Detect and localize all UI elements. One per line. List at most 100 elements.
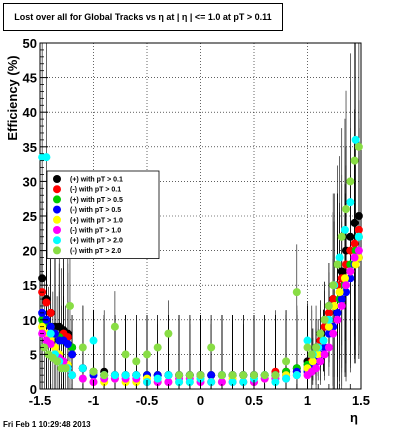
data-point [42,298,51,307]
data-point [316,329,325,338]
data-point [337,295,346,304]
data-point [292,288,301,297]
legend: (+) with pT > 0.1 (-) with pT > 0.1 (+) wi… [46,170,160,259]
data-point [175,371,184,380]
data-point [185,378,194,387]
y-tick-label: 15 [23,278,37,293]
data-point [110,322,119,331]
timestamp: Fri Feb 1 10:29:48 2013 [3,420,91,429]
data-point [271,371,280,380]
data-point [196,371,205,380]
data-point [63,340,72,349]
data-point [346,198,355,207]
data-point [351,135,360,144]
y-tick-label: 45 [23,71,37,86]
data-point [100,371,109,380]
data-point [40,343,49,352]
data-point [354,212,363,220]
data-point [89,367,98,376]
data-point [333,315,342,324]
data-point [46,329,55,338]
data-point [337,267,346,276]
data-point [333,308,342,317]
legend-entry: (-) with pT > 0.1 [70,187,121,194]
data-point [335,288,344,297]
data-point [292,371,301,380]
data-point [228,371,237,380]
data-point [260,371,269,380]
data-point [46,322,55,331]
y-tick-label: 40 [23,105,37,120]
y-tick-label: 0 [30,382,37,397]
data-point [207,371,216,380]
data-point [121,371,130,380]
data-point [307,350,316,359]
x-tick-label: 1 [304,393,311,408]
axes: 0 5 10 15 20 25 30 35 40 45 50 -1.5 -1 -0.5 0 0.5 1 1.5 [23,36,371,408]
data-point [320,350,329,359]
data-point [319,336,328,345]
data-point [46,308,55,317]
data-point [329,281,338,290]
data-point [329,295,338,304]
data-point [335,253,344,262]
x-tick-label: -1 [88,393,100,408]
data-point [324,301,333,310]
legend-marker [53,195,61,204]
data-point [250,371,258,380]
data-point [324,308,333,317]
data-point [350,156,359,165]
data-point [185,371,194,380]
data-point [110,371,119,380]
y-tick-label: 10 [23,313,37,328]
x-tick-label: -1.5 [29,393,51,408]
data-point [316,357,325,366]
legend-entry: (-) with pT > 2.0 [70,248,121,255]
y-axis-title: Efficiency (%) [5,55,20,140]
legend-entry: (+) with pT > 0.5 [70,197,123,204]
x-tick-label: -0.5 [136,393,158,408]
x-tick-label: 0.5 [245,393,263,408]
legend-entry: (+) with pT > 2.0 [70,238,123,245]
data-point [271,378,280,387]
data-point [68,350,77,359]
data-point [239,371,248,380]
data-point [342,205,351,214]
data-point [354,246,363,255]
chart-title: Lost over all for Global Tracks vs η at … [14,12,272,22]
data-point [228,378,237,387]
data-point [303,336,312,345]
data-point [53,357,62,366]
data-point [350,239,359,248]
data-point [175,378,184,387]
data-point [324,343,333,352]
data-points [38,135,363,387]
data-point [308,357,317,366]
data-point [42,153,51,162]
x-tick-label: 1.5 [352,393,370,408]
x-axis-title: η [350,410,358,425]
data-point [312,364,321,373]
data-point [217,378,226,387]
data-point [78,364,87,373]
data-point [153,343,162,352]
legend-marker [53,226,61,234]
legend-marker [53,246,61,255]
y-tick-label: 35 [23,140,37,155]
data-point [333,260,342,269]
data-point [65,301,74,310]
y-tick-label: 50 [23,36,37,51]
data-point [282,357,291,366]
data-point [164,378,173,387]
data-point [68,371,77,380]
data-point [337,232,346,241]
data-point [143,350,151,359]
data-point [340,225,349,234]
data-point [346,177,355,186]
data-point [207,343,216,352]
y-tick-label: 30 [23,174,37,189]
title-box: Lost over all for Global Tracks vs η at … [3,3,283,31]
data-point [303,343,312,352]
data-point [342,281,351,290]
data-point [89,336,98,345]
